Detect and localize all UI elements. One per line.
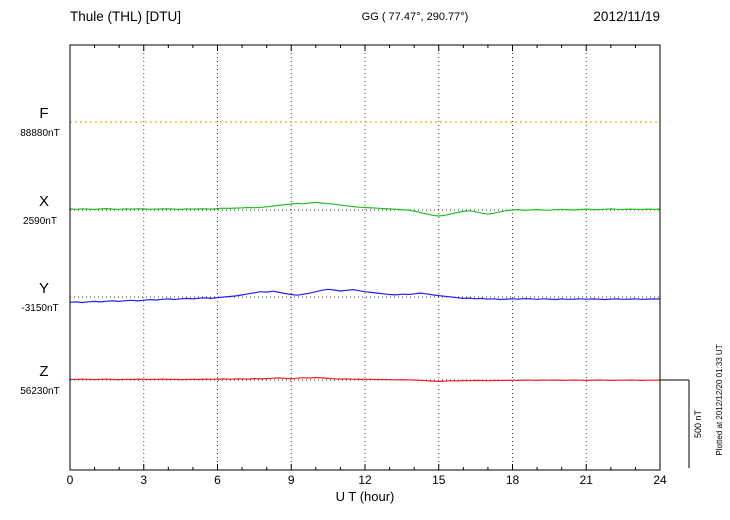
- x-tick-label: 12: [358, 473, 372, 487]
- geographic-coords: GG ( 77.47°, 290.77°): [362, 11, 469, 23]
- channel-label-Y: Y: [39, 280, 49, 297]
- x-tick-label: 6: [214, 473, 221, 487]
- x-tick-label: 24: [653, 473, 667, 487]
- channel-label-X: X: [39, 193, 49, 210]
- axis-tick-layer: 0 3 6 9 12 15 18 21 24: [67, 45, 667, 487]
- plotted-at-note: Plotted at 2012/12/20 01:33 UT: [715, 344, 724, 455]
- trace-Z: [69, 376, 660, 382]
- channel-value-F: 88880nT: [20, 128, 59, 139]
- scale-bar-label: 500 nT: [693, 409, 703, 438]
- channel-value-X: 2590nT: [23, 216, 57, 227]
- grid-layer: [70, 45, 660, 470]
- x-tick-label: 21: [580, 473, 594, 487]
- channel-label-Z: Z: [39, 363, 48, 380]
- x-tick-label: 0: [67, 473, 74, 487]
- x-tick-label: 9: [288, 473, 295, 487]
- trace-Y: [69, 288, 661, 304]
- trace-layer: [69, 121, 661, 382]
- x-tick-label: 18: [506, 473, 520, 487]
- x-axis-title: U T (hour): [336, 489, 395, 504]
- channel-value-Y: -3150nT: [21, 303, 58, 314]
- channel-label-F: F: [39, 105, 48, 122]
- x-tick-label: 15: [432, 473, 446, 487]
- trace-X: [69, 201, 661, 217]
- plot-date: 2012/11/19: [593, 9, 660, 24]
- station-title: Thule (THL) [DTU]: [70, 9, 181, 24]
- channel-value-Z: 56230nT: [20, 386, 59, 397]
- x-tick-label: 3: [140, 473, 147, 487]
